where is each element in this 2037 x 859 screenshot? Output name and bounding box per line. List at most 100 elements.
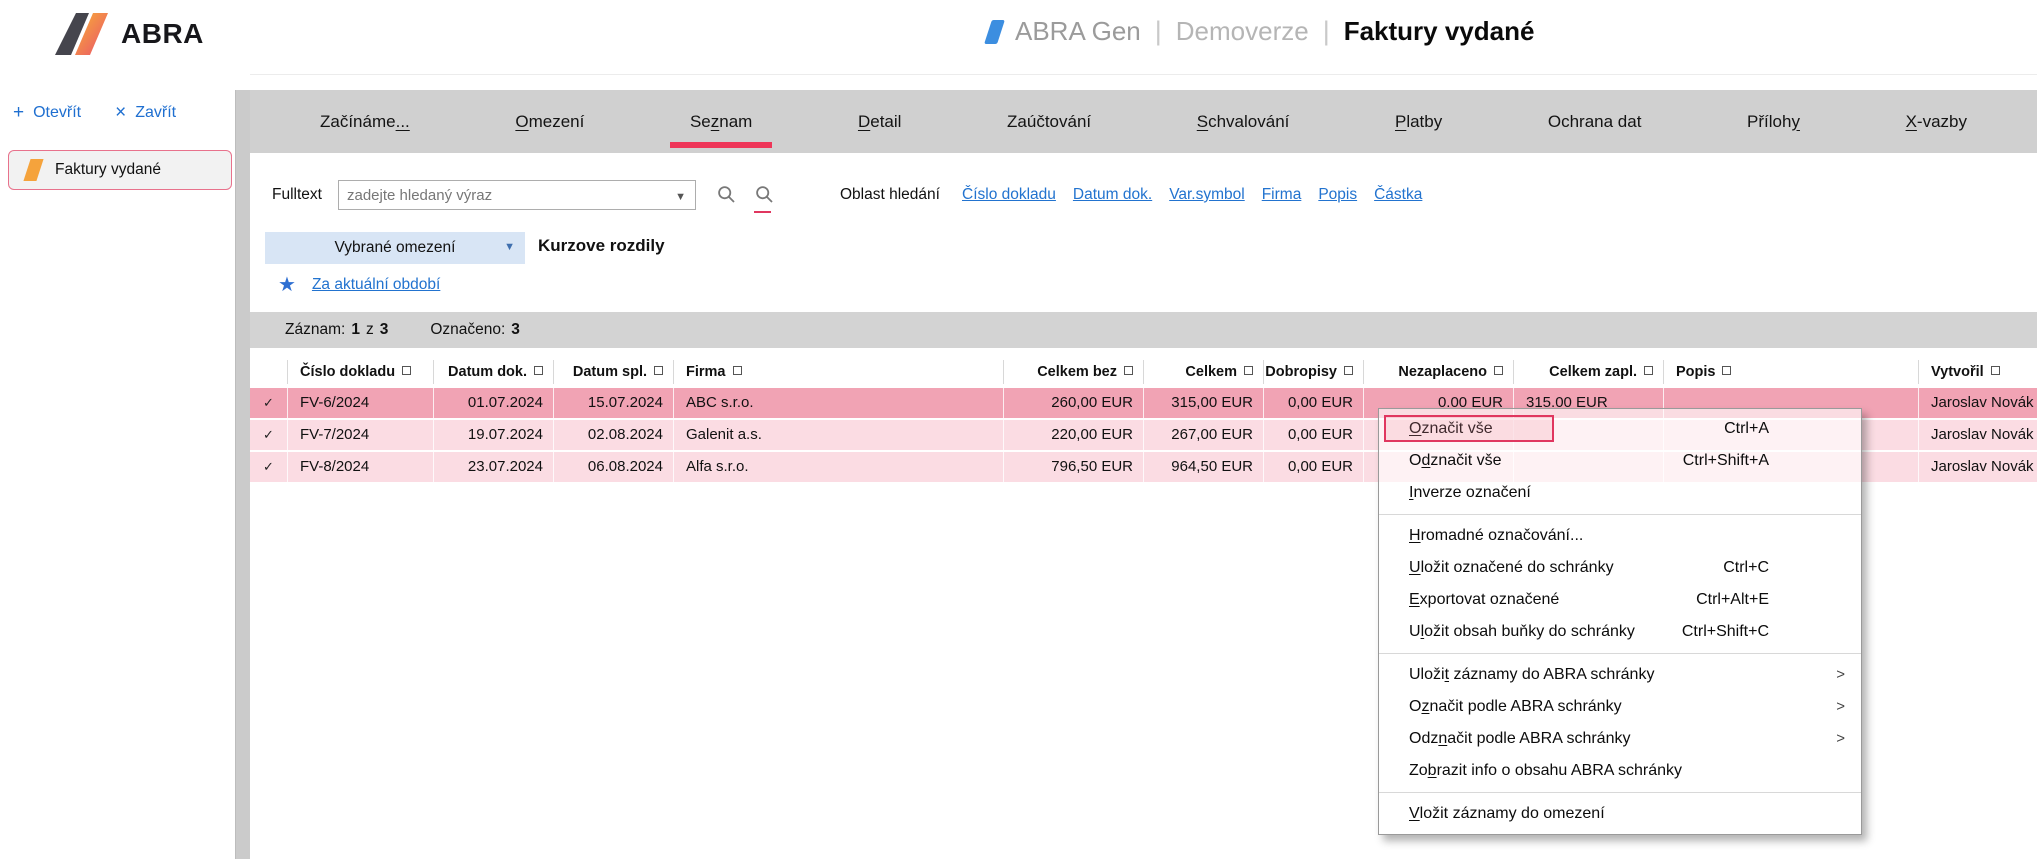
fulltext-combobox[interactable]: ▼ — [338, 180, 696, 210]
menu-item-oznacit-vse[interactable]: Označit vše Ctrl+A — [1379, 413, 1861, 445]
row-check-icon[interactable]: ✓ — [250, 388, 288, 418]
column-header-firm[interactable]: Firma — [674, 360, 1004, 384]
column-header-author[interactable]: Vytvořil — [1919, 360, 2037, 384]
column-header-label: Celkem zapl. — [1549, 364, 1637, 380]
close-icon: × — [115, 102, 127, 123]
cell-doc: FV-6/2024 — [288, 388, 434, 418]
submenu-arrow-icon: > — [1836, 730, 1845, 747]
column-header-credit[interactable]: Dobropisy — [1264, 360, 1364, 384]
column-header-desc[interactable]: Popis — [1664, 360, 1919, 384]
column-header-unpaid[interactable]: Nezaplaceno — [1364, 360, 1514, 384]
sidebar-scrollbar[interactable] — [235, 90, 250, 859]
accel-text: t — [1444, 666, 1450, 683]
accel-text: n — [1438, 730, 1448, 747]
chevron-down-icon: ▼ — [504, 241, 515, 253]
favorite-star-icon[interactable]: ★ — [278, 274, 296, 296]
tab-x-vazby[interactable]: X-vazby — [1906, 112, 1967, 132]
scope-link-2[interactable]: Var.symbol — [1169, 186, 1245, 203]
saved-filter-row: ★ Za aktuální období — [278, 274, 441, 296]
row-check-icon[interactable]: ✓ — [250, 452, 288, 482]
column-header-doc[interactable]: Číslo dokladu — [288, 360, 434, 384]
column-header-due[interactable]: Datum spl. — [554, 360, 674, 384]
tab-detail[interactable]: Detail — [858, 112, 901, 132]
menu-item-inverze-oznaceni[interactable]: Inverze označení — [1379, 477, 1861, 509]
tab-zaciname[interactable]: Začínáme... — [320, 112, 410, 132]
cell-date: 23.07.2024 — [434, 452, 554, 482]
scope-link-5[interactable]: Částka — [1374, 186, 1423, 203]
search-button[interactable] — [716, 184, 737, 210]
column-header-total[interactable]: Celkem — [1144, 360, 1264, 384]
scope-link-1[interactable]: Datum dok. — [1072, 186, 1153, 203]
label-text: ačit podle ABRA schránky — [1447, 730, 1631, 747]
scope-link-4[interactable]: Popis — [1318, 186, 1358, 203]
tab-platby[interactable]: Platby — [1395, 112, 1442, 132]
tab-bar: Začínáme... Omezení Seznam Detail Zaúčtování… — [250, 90, 2037, 153]
selected-count: 3 — [511, 321, 520, 338]
cell-desc — [1664, 420, 1919, 450]
abra-logo-mark — [55, 13, 108, 55]
page-title-text: Faktury vydané — [1343, 16, 1535, 46]
label-text: Odz — [1409, 730, 1439, 747]
menu-item-odznacit-vse[interactable]: Odznačit vše Ctrl+Shift+A — [1379, 445, 1861, 477]
sort-icon — [1124, 366, 1133, 375]
tab-schvalovani[interactable]: Schvalování — [1197, 112, 1290, 132]
close-button[interactable]: × Zavřít — [115, 102, 176, 123]
label-text: xportovat označené — [1419, 591, 1560, 608]
menu-separator — [1379, 653, 1861, 654]
column-header-paid[interactable]: Celkem zapl. — [1514, 360, 1664, 384]
app-header: ABRA ABRA Gen | Demoverze | Faktury vyda… — [0, 0, 2037, 75]
record-current: 1 — [351, 321, 360, 338]
label-text: O — [1409, 698, 1422, 715]
label-text: Zo — [1409, 762, 1428, 779]
column-header-date[interactable]: Datum dok. — [434, 360, 554, 384]
menu-item-hromadne-oznacovani[interactable]: Hromadné označování... — [1379, 520, 1861, 552]
status-bar: Záznam: 1 z 3 Označeno: 3 — [250, 312, 2037, 348]
column-header-label: Dobropisy — [1265, 364, 1337, 380]
tab-ochrana-dat[interactable]: Ochrana dat — [1548, 112, 1642, 132]
fulltext-input[interactable] — [339, 181, 695, 209]
label-text: Zaúčtování — [1007, 111, 1092, 131]
menu-item-ulozit-zaznamy-do-abra-schranky[interactable]: Uložit záznamy do ABRA schránky > — [1379, 659, 1861, 691]
tab-seznam[interactable]: Seznam — [669, 112, 773, 148]
accel-text: S — [1196, 111, 1209, 131]
abra-logo: ABRA — [55, 13, 204, 55]
menu-item-oznacit-podle-abra-schranky[interactable]: Označit podle ABRA schránky > — [1379, 691, 1861, 723]
cell-author: Jaroslav Novák — [1931, 394, 2034, 411]
scope-link-0[interactable]: Číslo dokladu — [962, 186, 1056, 203]
tab-prilohy[interactable]: Přílohy — [1747, 112, 1800, 132]
cell-credit: 0,00 EUR — [1264, 388, 1364, 418]
accel-text: V — [1409, 805, 1420, 822]
selector-header-cell[interactable] — [250, 360, 288, 384]
column-header-label: Číslo dokladu — [300, 364, 396, 380]
selected-restriction-dropdown[interactable]: Vybrané omezení ▼ — [265, 232, 525, 264]
cell-due: 02.08.2024 — [554, 420, 674, 450]
column-header-label: Firma — [686, 364, 726, 380]
fulltext-label: Fulltext — [272, 186, 322, 203]
menu-item-vlozit-zaznamy-do-omezeni[interactable]: Vložit záznamy do omezení — [1379, 798, 1861, 830]
menu-item-odznacit-podle-abra-schranky[interactable]: Odznačit podle ABRA schránky > — [1379, 723, 1861, 755]
sidebar-item-faktury-vydane[interactable]: Faktury vydané — [8, 150, 232, 190]
open-button[interactable]: + Otevřít — [13, 102, 81, 123]
menu-separator — [1379, 792, 1861, 793]
row-check-icon[interactable]: ✓ — [250, 420, 288, 450]
menu-item-zobrazit-info-o-obsahu-abra-schranky[interactable]: Zobrazit info o obsahu ABRA schránky — [1379, 755, 1861, 787]
scope-link-3[interactable]: Firma — [1261, 186, 1302, 203]
column-header-label: Nezaplaceno — [1398, 364, 1487, 380]
column-header-label: Popis — [1676, 364, 1716, 380]
table-row-FV-6/2024[interactable]: ✓ FV-6/2024 01.07.2024 15.07.2024 ABC s.r.o.… — [250, 388, 2037, 420]
cell-desc — [1664, 388, 1919, 418]
menu-item-exportovat-oznacene[interactable]: Exportovat označené Ctrl+Alt+E — [1379, 584, 1861, 616]
label-text: Příloh — [1747, 111, 1792, 131]
search-icon — [718, 186, 735, 203]
column-header-net[interactable]: Celkem bez — [1004, 360, 1144, 384]
tab-zauctovani[interactable]: Zaúčtování — [1007, 112, 1091, 132]
saved-filter-link[interactable]: Za aktuální období — [311, 276, 441, 293]
plus-icon: + — [13, 102, 25, 123]
chevron-down-icon[interactable]: ▼ — [675, 191, 686, 203]
menu-item-ulozit-obsah-bunky-do-schranky[interactable]: Uložit obsah buňky do schránky Ctrl+Shift… — [1379, 616, 1861, 648]
search-in-results-button[interactable] — [754, 184, 775, 213]
column-header-label: Datum spl. — [572, 364, 647, 380]
menu-item-ulozit-oznacene-do-schranky[interactable]: Uložit označené do schránky Ctrl+C — [1379, 552, 1861, 584]
tab-omezeni[interactable]: Omezení — [515, 112, 584, 132]
label-text: romadné označování... — [1420, 527, 1584, 544]
